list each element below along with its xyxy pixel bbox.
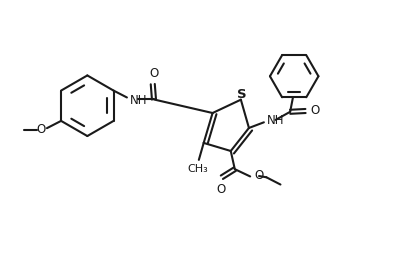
Text: O: O xyxy=(310,104,319,117)
Text: O: O xyxy=(216,182,226,196)
Text: NH: NH xyxy=(130,94,148,107)
Text: NH: NH xyxy=(267,114,284,127)
Text: O: O xyxy=(254,169,264,182)
Text: O: O xyxy=(37,123,46,136)
Text: O: O xyxy=(149,67,158,80)
Text: CH₃: CH₃ xyxy=(188,164,209,174)
Text: S: S xyxy=(237,88,247,101)
